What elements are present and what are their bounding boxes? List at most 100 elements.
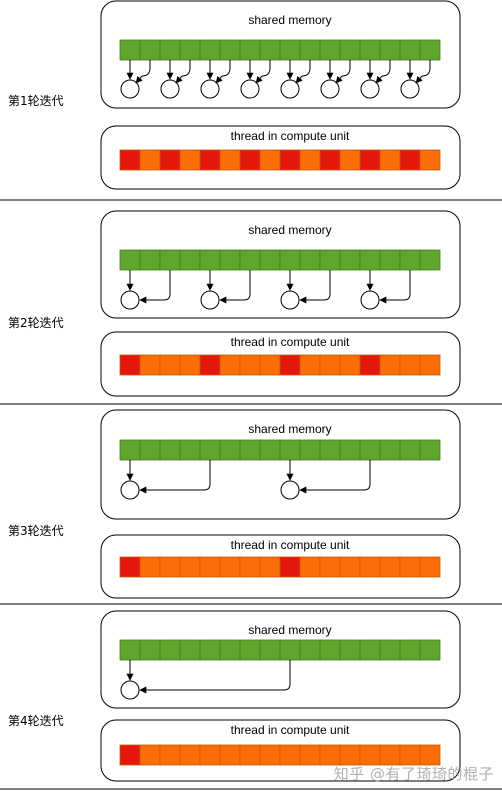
memory-cell bbox=[159, 639, 181, 661]
round-label: 第2轮迭代 bbox=[8, 316, 64, 330]
add-arrow bbox=[299, 270, 331, 304]
memory-cell bbox=[239, 639, 261, 661]
result-node bbox=[120, 680, 140, 700]
memory-cell bbox=[379, 439, 401, 461]
add-arrow bbox=[139, 660, 291, 694]
add-arrow bbox=[175, 60, 191, 84]
memory-cell bbox=[399, 249, 421, 271]
thread-cell-idle bbox=[419, 744, 441, 766]
thread-cell-active bbox=[199, 149, 221, 171]
memory-cell bbox=[179, 249, 201, 271]
thread-cell-active bbox=[119, 149, 141, 171]
memory-cell bbox=[359, 439, 381, 461]
result-node bbox=[360, 79, 380, 99]
thread-cell-idle bbox=[219, 556, 241, 578]
memory-cell bbox=[259, 39, 281, 61]
result-node bbox=[280, 290, 300, 310]
memory-cell bbox=[299, 439, 321, 461]
thread-cell-idle bbox=[379, 354, 401, 376]
memory-cell bbox=[279, 639, 301, 661]
add-arrow bbox=[255, 60, 271, 84]
add-arrow bbox=[215, 60, 231, 84]
round-label: 第4轮迭代 bbox=[8, 714, 64, 728]
thread-cell-idle bbox=[259, 149, 281, 171]
thread-panel-title: thread in compute unit bbox=[231, 129, 350, 143]
thread-cell-idle bbox=[139, 354, 161, 376]
add-arrow bbox=[335, 60, 351, 84]
thread-cell-idle bbox=[399, 354, 421, 376]
add-arrow bbox=[379, 270, 411, 304]
memory-cell bbox=[419, 639, 441, 661]
thread-cell-idle bbox=[299, 149, 321, 171]
memory-cell bbox=[179, 439, 201, 461]
memory-cell bbox=[179, 39, 201, 61]
memory-cell bbox=[359, 249, 381, 271]
thread-cell-active bbox=[119, 354, 141, 376]
result-node bbox=[120, 79, 140, 99]
shared-memory-title: shared memory bbox=[248, 623, 331, 637]
memory-cell bbox=[239, 39, 261, 61]
memory-cell bbox=[119, 249, 141, 271]
add-arrow bbox=[415, 60, 431, 84]
memory-cell bbox=[259, 439, 281, 461]
thread-cell-idle bbox=[339, 744, 361, 766]
thread-cell-idle bbox=[299, 744, 321, 766]
thread-cell-active bbox=[239, 149, 261, 171]
memory-cell bbox=[219, 39, 241, 61]
thread-cell-idle bbox=[239, 744, 261, 766]
shared-memory-title: shared memory bbox=[248, 223, 331, 237]
memory-cell bbox=[319, 39, 341, 61]
thread-cell-idle bbox=[339, 556, 361, 578]
memory-cell bbox=[379, 249, 401, 271]
memory-cell bbox=[379, 39, 401, 61]
memory-cell bbox=[279, 439, 301, 461]
memory-cell bbox=[139, 639, 161, 661]
thread-cell-idle bbox=[419, 149, 441, 171]
thread-cell-active bbox=[119, 556, 141, 578]
result-node bbox=[400, 79, 420, 99]
thread-cell-active bbox=[279, 149, 301, 171]
thread-cell-idle bbox=[319, 744, 341, 766]
thread-cell-idle bbox=[379, 556, 401, 578]
thread-panel-title: thread in compute unit bbox=[231, 538, 350, 552]
thread-cell-idle bbox=[199, 556, 221, 578]
memory-cell bbox=[139, 439, 161, 461]
memory-cell bbox=[419, 249, 441, 271]
thread-cell-idle bbox=[299, 354, 321, 376]
result-node bbox=[160, 79, 180, 99]
round-label: 第3轮迭代 bbox=[8, 524, 64, 538]
thread-cell-idle bbox=[279, 744, 301, 766]
result-node bbox=[280, 79, 300, 99]
result-node bbox=[280, 480, 300, 500]
thread-cell-idle bbox=[399, 744, 421, 766]
watermark: 知乎 @有了琦琦的棍子 bbox=[333, 765, 494, 783]
add-arrow bbox=[219, 270, 251, 304]
thread-cell-idle bbox=[319, 354, 341, 376]
memory-cell bbox=[199, 439, 221, 461]
add-arrow bbox=[295, 60, 311, 84]
result-node bbox=[320, 79, 340, 99]
thread-cell-active bbox=[199, 354, 221, 376]
result-node bbox=[120, 480, 140, 500]
shared-memory-panel bbox=[100, 409, 461, 520]
memory-cell bbox=[279, 249, 301, 271]
thread-cell-idle bbox=[419, 354, 441, 376]
memory-cell bbox=[179, 639, 201, 661]
thread-cell-idle bbox=[319, 556, 341, 578]
result-node bbox=[200, 79, 220, 99]
add-arrow bbox=[139, 270, 171, 304]
memory-cell bbox=[299, 639, 321, 661]
memory-cell bbox=[319, 249, 341, 271]
thread-cell-idle bbox=[399, 556, 421, 578]
thread-cell-active bbox=[359, 149, 381, 171]
memory-cell bbox=[339, 439, 361, 461]
thread-cell-idle bbox=[139, 556, 161, 578]
memory-cell bbox=[259, 249, 281, 271]
thread-cell-idle bbox=[179, 149, 201, 171]
result-node bbox=[200, 290, 220, 310]
thread-cell-idle bbox=[179, 744, 201, 766]
result-node bbox=[360, 290, 380, 310]
memory-cell bbox=[359, 39, 381, 61]
memory-cell bbox=[159, 249, 181, 271]
